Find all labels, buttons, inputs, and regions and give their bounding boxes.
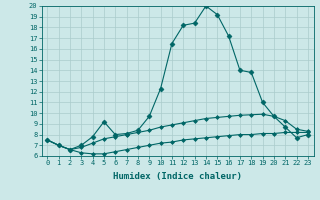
X-axis label: Humidex (Indice chaleur): Humidex (Indice chaleur) [113,172,242,181]
